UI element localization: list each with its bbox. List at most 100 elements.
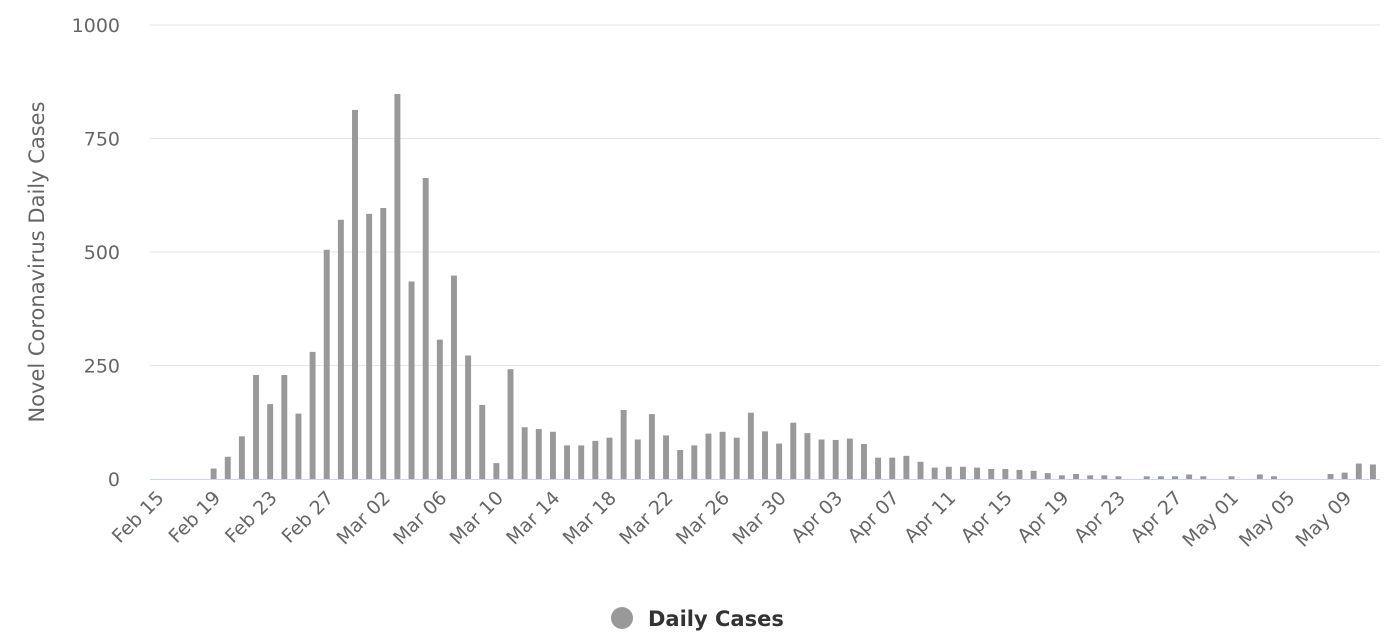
x-tick-label: Mar 18 (559, 487, 621, 549)
y-tick-label: 750 (84, 129, 120, 151)
bar[interactable] (238, 436, 245, 479)
bar[interactable] (224, 456, 231, 479)
bar[interactable] (846, 438, 853, 479)
bar[interactable] (974, 467, 981, 479)
bar[interactable] (564, 445, 571, 479)
bar[interactable] (1186, 474, 1193, 479)
bar[interactable] (295, 413, 302, 479)
bar[interactable] (889, 457, 896, 479)
y-tick-label: 0 (108, 469, 120, 491)
bar[interactable] (945, 466, 952, 479)
bar[interactable] (790, 422, 797, 479)
bar[interactable] (634, 439, 641, 479)
x-tick-label: Apr 07 (844, 487, 904, 547)
bar[interactable] (1228, 476, 1235, 479)
bar[interactable] (1143, 476, 1150, 479)
bar[interactable] (1327, 474, 1334, 479)
x-tick-label: Apr 27 (1126, 487, 1186, 547)
bar[interactable] (521, 427, 528, 479)
bar[interactable] (578, 445, 585, 479)
bar[interactable] (1369, 464, 1376, 479)
bar[interactable] (1341, 472, 1348, 479)
bar[interactable] (1256, 474, 1263, 479)
bar[interactable] (1200, 476, 1207, 479)
bar[interactable] (309, 351, 316, 479)
x-tick-label: Apr 11 (900, 487, 960, 547)
bar[interactable] (1157, 476, 1164, 479)
bar[interactable] (804, 433, 811, 479)
bar[interactable] (620, 409, 627, 479)
x-tick-label: May 09 (1291, 487, 1356, 552)
bar[interactable] (860, 444, 867, 479)
bar[interactable] (535, 429, 542, 479)
bar[interactable] (210, 468, 217, 479)
bar[interactable] (691, 445, 698, 479)
bar[interactable] (1073, 474, 1080, 479)
legend[interactable]: Daily Cases (611, 607, 784, 631)
bar[interactable] (281, 375, 288, 479)
bar[interactable] (352, 109, 358, 479)
bar[interactable] (648, 414, 655, 479)
bar[interactable] (366, 213, 373, 479)
y-axis-ticks: 0 250 500 750 1000 (72, 15, 120, 491)
bar[interactable] (479, 404, 486, 479)
bar-series-daily-cases (210, 94, 1376, 480)
x-tick-label: Feb 19 (164, 487, 225, 548)
bar[interactable] (394, 94, 401, 480)
legend-label[interactable]: Daily Cases (648, 607, 784, 631)
bar[interactable] (436, 339, 443, 479)
bar[interactable] (931, 467, 938, 479)
bar[interactable] (818, 439, 825, 479)
bar[interactable] (1172, 476, 1178, 479)
bar[interactable] (1058, 475, 1065, 479)
bar[interactable] (549, 431, 556, 479)
bar[interactable] (917, 461, 924, 479)
bar[interactable] (1087, 475, 1094, 479)
bar[interactable] (450, 275, 457, 479)
bar[interactable] (663, 435, 670, 479)
bar[interactable] (762, 431, 768, 479)
bar[interactable] (1115, 476, 1122, 479)
bar[interactable] (903, 455, 910, 479)
bar[interactable] (1002, 469, 1009, 479)
y-tick-label: 250 (84, 356, 120, 378)
bar[interactable] (323, 249, 330, 479)
bar[interactable] (253, 375, 260, 479)
bar[interactable] (705, 433, 712, 479)
bar[interactable] (719, 431, 726, 479)
x-tick-label: Mar 06 (389, 487, 451, 549)
bar[interactable] (493, 463, 500, 479)
bar[interactable] (380, 207, 387, 479)
bar[interactable] (1270, 476, 1277, 479)
bar[interactable] (832, 439, 839, 479)
x-tick-label: Apr 23 (1070, 487, 1130, 547)
bar[interactable] (507, 369, 514, 479)
bar[interactable] (1016, 469, 1023, 479)
bar[interactable] (592, 440, 599, 479)
x-tick-label: Mar 10 (446, 487, 508, 549)
bar[interactable] (747, 412, 754, 479)
bar[interactable] (1044, 473, 1051, 479)
bar[interactable] (733, 437, 740, 479)
bar[interactable] (267, 404, 274, 479)
x-tick-label: Apr 03 (787, 487, 847, 547)
bar[interactable] (606, 437, 613, 479)
bar[interactable] (776, 443, 783, 479)
bar[interactable] (875, 457, 882, 479)
bar[interactable] (337, 219, 344, 480)
bar[interactable] (959, 466, 966, 479)
bar[interactable] (988, 469, 995, 479)
bar[interactable] (1355, 463, 1362, 479)
x-tick-label: Feb 15 (108, 487, 169, 548)
bar[interactable] (677, 449, 684, 479)
bar[interactable] (408, 281, 415, 479)
bar[interactable] (1030, 470, 1037, 479)
legend-marker-icon (611, 607, 633, 629)
x-tick-label: Mar 30 (728, 487, 790, 549)
bar[interactable] (422, 177, 429, 480)
bar[interactable] (1101, 475, 1108, 479)
bar[interactable] (465, 355, 472, 479)
x-tick-label: Mar 02 (333, 487, 395, 549)
